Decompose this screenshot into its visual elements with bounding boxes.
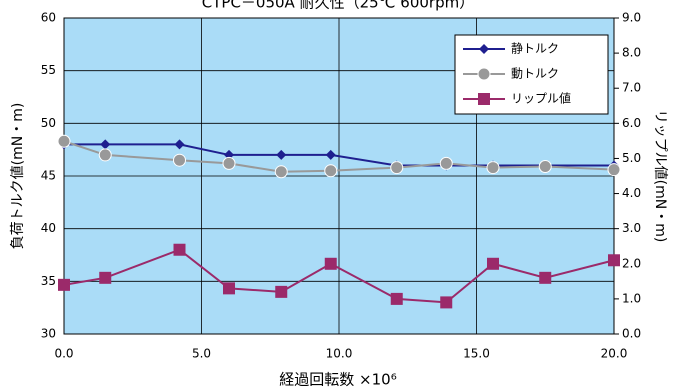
marker [486,161,500,175]
marker [487,257,499,270]
marker [276,149,287,160]
y2-tick-label: 5.0 [622,151,641,165]
y-tick-label: 45 [41,169,56,183]
marker [538,160,552,174]
marker [57,134,71,148]
y2-tick-label: 3.0 [622,221,641,235]
marker [325,149,336,160]
marker [275,285,288,298]
marker [223,282,235,295]
marker [478,93,490,105]
y2-tick-label: 2.0 [622,256,641,270]
marker [539,271,552,284]
y2-tick-label: 1.0 [622,291,641,305]
marker [608,254,620,267]
y2-tick-label: 0.0 [622,327,641,341]
marker [324,257,337,270]
y-tick-label: 40 [41,221,56,235]
y2-tick-label: 8.0 [622,46,641,60]
x-tick-label: 15.0 [463,347,490,361]
x-axis-label: 経過回転数 ×10⁶ [279,371,396,389]
marker [173,153,186,167]
legend-label: 静トルク [511,42,559,56]
marker [440,296,453,309]
y-tick-label: 60 [41,11,56,25]
legend-label: リップル値 [511,91,571,106]
y-tick-label: 50 [41,116,56,130]
marker [439,156,453,170]
marker [174,139,185,150]
legend-label: 動トルク [511,67,559,81]
y-tick-label: 55 [41,63,56,77]
x-tick-label: 10.0 [326,347,353,361]
marker [324,164,338,178]
y-tick-label: 35 [41,274,56,288]
x-tick-label: 20.0 [601,347,628,361]
marker [479,44,489,54]
chart-title: CTPC－050A 耐久性（25℃ 600rpm） [202,0,474,12]
y2-tick-label: 4.0 [622,186,641,200]
marker [274,165,288,179]
x-tick-label: 0.0 [54,347,73,361]
y2-tick-label: 9.0 [622,11,641,25]
marker [98,148,112,162]
marker [222,156,236,170]
marker [477,67,491,81]
marker [58,278,70,291]
marker [390,292,403,305]
marker [390,161,404,175]
marker [99,271,112,284]
y-axis-label: 負荷トルク値(mN・m) [10,103,26,250]
y2-tick-label: 7.0 [622,81,641,95]
y2-axis-label: リップル値(mN・m) [652,110,668,243]
y-tick-label: 30 [41,327,56,341]
y2-tick-label: 6.0 [622,116,641,130]
marker [173,243,186,256]
marker [100,139,111,150]
x-tick-label: 5.0 [192,347,211,361]
marker [607,163,621,177]
